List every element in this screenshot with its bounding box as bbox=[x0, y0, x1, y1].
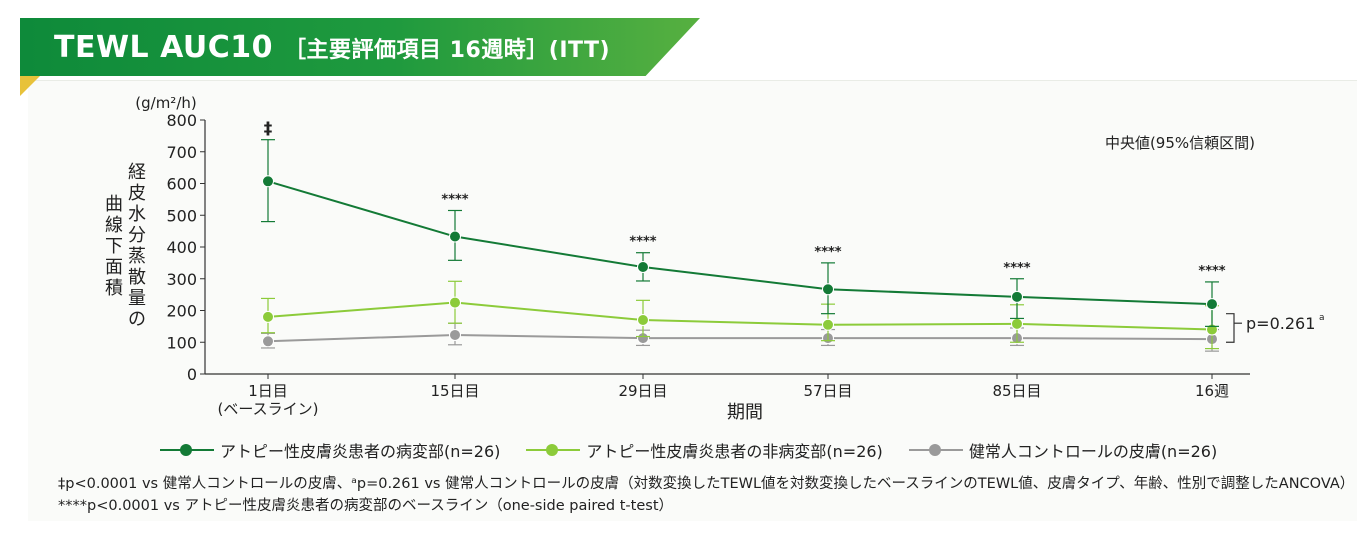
p-value-label: p=0.261 bbox=[1246, 314, 1315, 333]
data-point bbox=[1206, 298, 1218, 311]
data-point bbox=[262, 335, 274, 348]
x-tick-label: 16週 bbox=[1195, 382, 1229, 400]
significance-annotation: **** bbox=[629, 235, 656, 250]
y-tick-label: 800 bbox=[166, 111, 197, 130]
chart-legend: アトピー性皮膚炎患者の病変部(n=26) アトピー性皮膚炎患者の非病変部(n=26… bbox=[160, 438, 1217, 462]
data-point bbox=[449, 328, 461, 341]
y-tick-label: 100 bbox=[166, 333, 197, 352]
y-tick-label: 700 bbox=[166, 143, 197, 162]
legend-swatch bbox=[160, 443, 214, 457]
x-tick-label: 57日目 bbox=[803, 382, 852, 400]
series-line bbox=[267, 333, 1213, 343]
y-tick-label: 400 bbox=[166, 238, 197, 257]
series-line bbox=[267, 301, 1213, 331]
y-tick-label: 200 bbox=[166, 302, 197, 321]
y-axis-label-char: 曲 bbox=[105, 194, 123, 215]
chart-note: 中央値(95%信頼区間) bbox=[1105, 134, 1255, 152]
legend-label: アトピー性皮膚炎患者の病変部(n=26) bbox=[220, 442, 501, 461]
significance-annotation: **** bbox=[814, 245, 841, 260]
chart-subtitle: ［主要評価項目 16週時］(ITT) bbox=[283, 37, 611, 63]
banner-title: TEWL AUC10 ［主要評価項目 16週時］(ITT) bbox=[20, 30, 610, 65]
x-tick-label: 29日目 bbox=[618, 382, 667, 400]
y-axis-label-char: 量 bbox=[128, 288, 146, 309]
y-axis-label-char: 線 bbox=[105, 215, 123, 236]
series-3 bbox=[261, 322, 1219, 352]
data-point bbox=[262, 310, 274, 323]
p-value-label-mark: a bbox=[1319, 313, 1325, 323]
significance-annotation: **** bbox=[1003, 261, 1030, 276]
banner-corner-accent bbox=[20, 76, 40, 96]
data-point bbox=[449, 296, 461, 309]
legend-label: 健常人コントロールの皮膚(n=26) bbox=[968, 442, 1218, 461]
legend-dot bbox=[928, 444, 941, 456]
x-tick-label: 85日目 bbox=[992, 382, 1041, 400]
axes: 0 100 200 300 400 500 600 700 800 1日目(ベースライン) 15日目… bbox=[166, 111, 1250, 418]
footnote-1: ‡p<0.0001 vs 健常人コントロールの皮膚、ᵃp=0.261 vs 健常… bbox=[58, 476, 1355, 492]
title-banner: TEWL AUC10 ［主要評価項目 16週時］(ITT) bbox=[20, 18, 700, 76]
legend-item-1: アトピー性皮膚炎患者の病変部(n=26) bbox=[160, 438, 500, 462]
y-axis-label-char: 経 bbox=[128, 162, 146, 183]
x-axis-label: 期間 bbox=[727, 402, 763, 423]
legend-label: アトピー性皮膚炎患者の非病変部(n=26) bbox=[586, 442, 883, 461]
legend-swatch bbox=[908, 443, 963, 457]
y-axis-label-char: 蒸 bbox=[128, 246, 146, 267]
bracket-line bbox=[1226, 313, 1235, 343]
y-axis-unit: (g/m²/h) bbox=[135, 94, 196, 112]
footnote-2: ****p<0.0001 vs アトピー性皮膚炎患者の病変部のベースライン（on… bbox=[58, 498, 674, 514]
x-tick-label: 1日目 bbox=[248, 382, 288, 400]
data-point bbox=[1011, 317, 1023, 330]
legend-item-3: 健常人コントロールの皮膚(n=26) bbox=[908, 438, 1218, 462]
significance-annotation: **** bbox=[441, 192, 468, 207]
legend-item-2: アトピー性皮膚炎患者の非病変部(n=26) bbox=[526, 438, 883, 462]
y-axis-label-char: 下 bbox=[105, 236, 123, 257]
y-axis-label-char: の bbox=[128, 309, 146, 330]
y-tick-label: 0 bbox=[187, 365, 197, 384]
y-axis-label-char: 分 bbox=[128, 225, 146, 246]
y-axis-label-char: 面 bbox=[105, 257, 123, 278]
significance-annotation: ‡ bbox=[264, 119, 273, 139]
tewl-auc-line-chart: (g/m²/h) 期間 中央値(95%信頼区間) 0 100 200 300 400 50… bbox=[105, 94, 1325, 423]
x-tick-label: 15日目 bbox=[430, 382, 479, 400]
series-1: ‡ **** **** **** **** **** bbox=[261, 119, 1226, 327]
significance-annotation: **** bbox=[1198, 264, 1225, 279]
series-line bbox=[267, 180, 1213, 306]
series-marks: ‡ **** **** **** **** **** p=0.261 a bbox=[261, 119, 1325, 352]
y-tick-label: 500 bbox=[166, 206, 197, 225]
data-point bbox=[822, 318, 834, 331]
x-tick-label: (ベースライン) bbox=[218, 400, 319, 418]
legend-swatch bbox=[526, 443, 581, 457]
data-point bbox=[449, 230, 461, 243]
data-point bbox=[637, 314, 649, 327]
data-point bbox=[637, 261, 649, 274]
y-axis-label-char: 水 bbox=[128, 204, 146, 225]
data-point bbox=[1011, 290, 1023, 303]
p-value-bracket: p=0.261 a bbox=[1226, 313, 1325, 343]
y-axis-label-char: 皮 bbox=[128, 183, 146, 204]
legend-dot bbox=[546, 444, 559, 456]
y-tick-label: 300 bbox=[166, 270, 197, 289]
legend-dot bbox=[180, 444, 192, 456]
y-tick-label: 600 bbox=[166, 175, 197, 194]
data-point bbox=[262, 175, 274, 188]
y-axis-label-char: 散 bbox=[128, 267, 146, 288]
banner-background bbox=[20, 18, 700, 76]
y-axis-label-char: 積 bbox=[105, 278, 123, 299]
chart-title: TEWL AUC10 bbox=[54, 29, 274, 65]
data-point bbox=[822, 283, 834, 296]
